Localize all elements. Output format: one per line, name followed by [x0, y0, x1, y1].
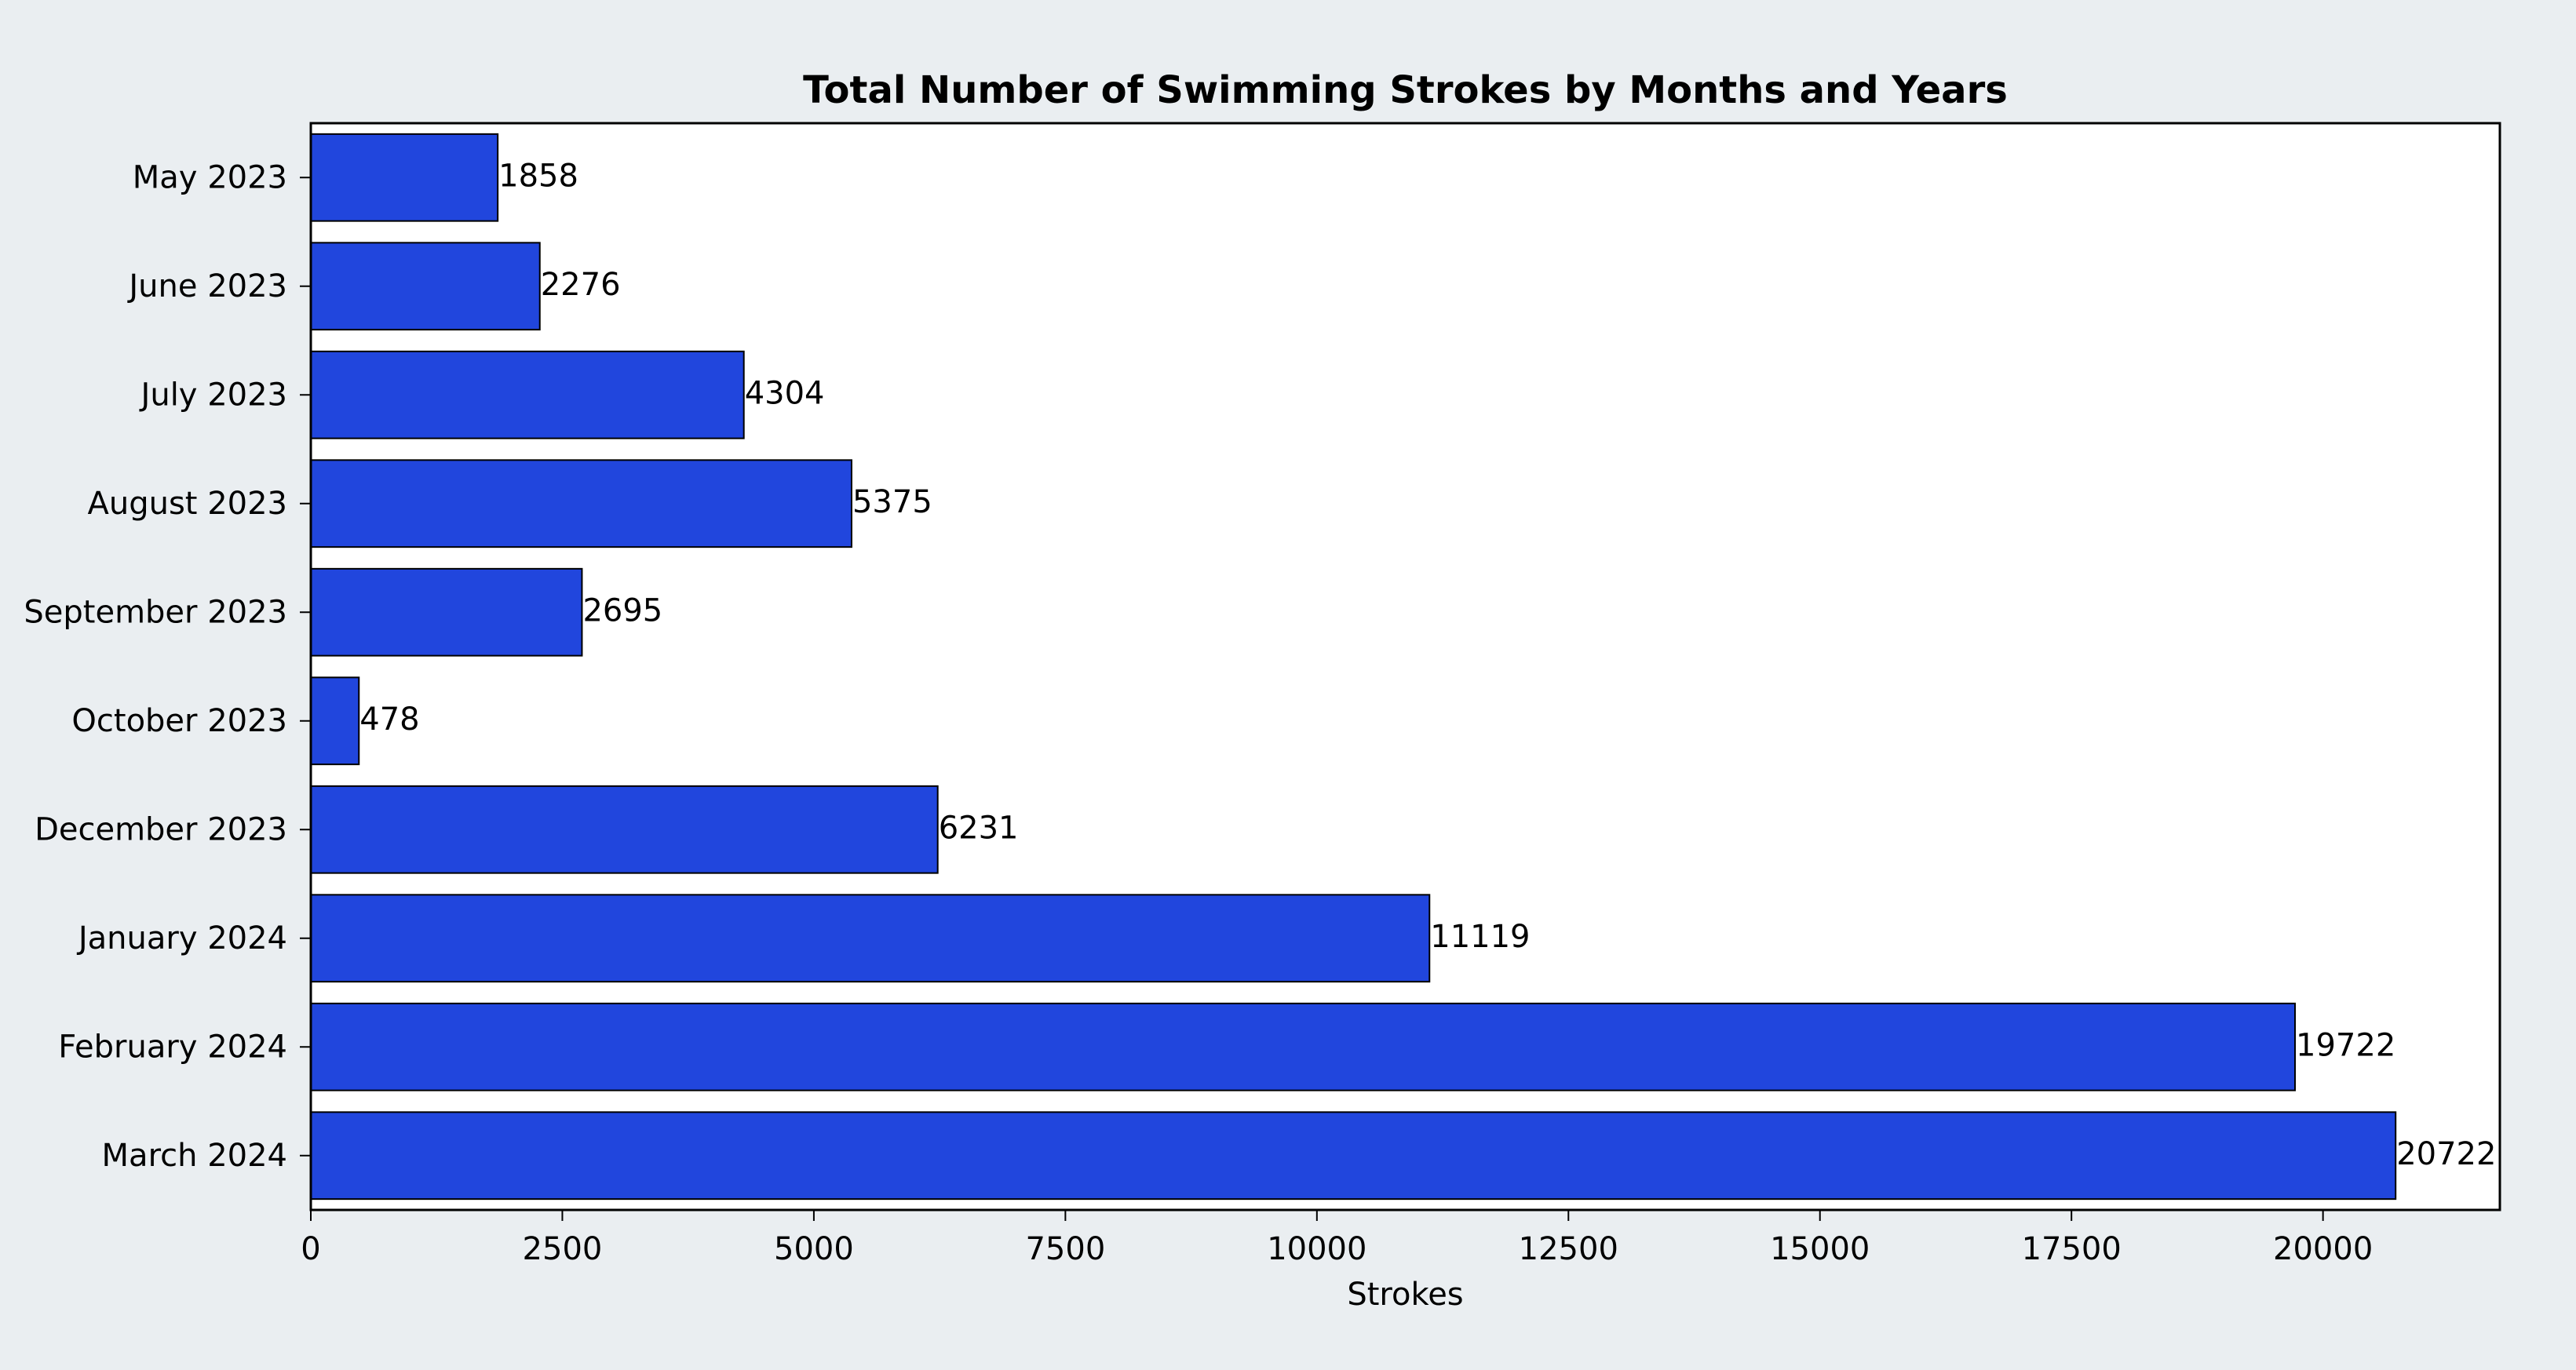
y-tick-label: December 2023	[35, 811, 287, 847]
plot-frame	[309, 122, 2501, 1212]
y-tick-label: September 2023	[24, 594, 287, 630]
x-tick-label: 2500	[523, 1231, 603, 1267]
data-label: 2695	[582, 592, 662, 629]
y-tick-label: March 2024	[102, 1138, 287, 1174]
data-label: 11119	[1430, 919, 1530, 955]
x-tick-label: 5000	[774, 1231, 854, 1267]
y-tick-label: January 2024	[76, 920, 287, 956]
bar	[310, 242, 541, 331]
y-tick-label: February 2024	[58, 1029, 287, 1065]
bar	[310, 133, 499, 222]
data-label: 2276	[541, 267, 621, 303]
x-tick-label: 7500	[1025, 1231, 1105, 1267]
bar	[310, 1111, 2397, 1201]
bar	[310, 894, 1431, 983]
data-label: 19722	[2296, 1027, 2395, 1063]
x-axis-label: Strokes	[1347, 1277, 1463, 1313]
y-tick-label: July 2023	[139, 377, 287, 413]
bars-group	[310, 133, 2397, 1201]
bar	[310, 567, 583, 657]
bar	[310, 676, 360, 766]
data-label: 4304	[745, 375, 825, 411]
chart-title: Total Number of Swimming Strokes by Mont…	[803, 68, 2008, 112]
data-labels-group: 1858 2276 4304 5375 2695 478 6231 11119 19722 207…	[359, 158, 2496, 1172]
y-tick-label: May 2023	[133, 159, 287, 195]
x-tick-label: 15000	[1770, 1231, 1870, 1267]
data-label: 20722	[2396, 1136, 2496, 1172]
data-label: 6231	[939, 810, 1019, 846]
y-tick-label: June 2023	[126, 268, 287, 304]
x-tick-label: 0	[301, 1231, 320, 1267]
y-axis-ticks: May 2023 June 2023 July 2023 August 2023 Sep…	[24, 159, 311, 1174]
y-tick-label: August 2023	[88, 486, 288, 522]
bar	[310, 1002, 2297, 1091]
x-tick-label: 10000	[1267, 1231, 1366, 1267]
data-label: 5375	[852, 484, 932, 520]
y-tick-label: October 2023	[71, 703, 287, 739]
bar	[310, 459, 852, 548]
data-label: 1858	[498, 158, 578, 194]
x-axis-ticks: 0 2500 5000 7500 10000 12500 15000 17500 20000	[301, 1210, 2373, 1267]
data-label: 478	[359, 701, 419, 738]
x-tick-label: 20000	[2273, 1231, 2373, 1267]
x-tick-label: 17500	[2022, 1231, 2122, 1267]
x-tick-label: 12500	[1519, 1231, 1618, 1267]
bar	[310, 785, 939, 874]
bar	[310, 350, 745, 439]
